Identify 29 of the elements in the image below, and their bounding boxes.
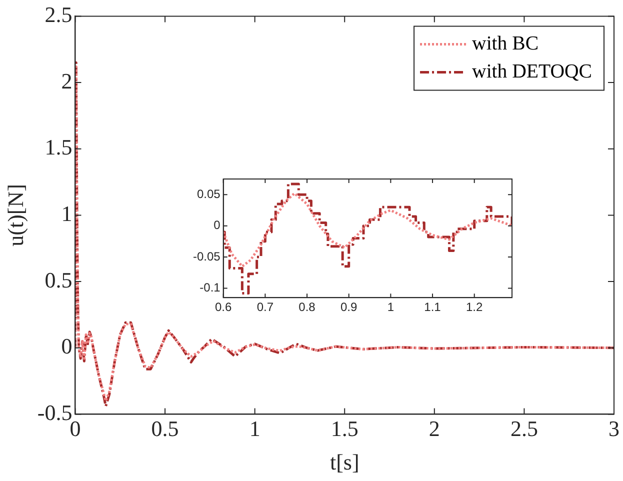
y-tick-label: -0.1 xyxy=(200,280,221,295)
y-tick-label: 0.5 xyxy=(44,267,72,292)
y-tick-label: -0.5 xyxy=(37,400,72,425)
legend-label: with DETOQC xyxy=(472,60,592,82)
y-tick-label: 0.05 xyxy=(196,186,221,201)
y-tick-label: 0 xyxy=(214,218,221,232)
x-tick-label: 2 xyxy=(428,416,440,442)
x-tick-label: 2.5 xyxy=(510,416,538,442)
x-tick-label: 3 xyxy=(608,416,620,442)
y-tick-label: 1 xyxy=(61,200,72,226)
x-tick-label: 0.6 xyxy=(215,300,232,314)
line-series xyxy=(223,192,512,268)
x-tick-label: 1 xyxy=(249,416,260,442)
x-tick-label: 1.2 xyxy=(466,300,484,314)
x-tick-label: 1.5 xyxy=(330,416,358,442)
x-tick-label: 1 xyxy=(387,300,394,314)
x-tick-label: 0.5 xyxy=(151,416,179,442)
y-tick-label: 1.5 xyxy=(44,134,72,160)
y-axis-title: u(t)[N] xyxy=(2,184,28,246)
x-tick-label: 0.8 xyxy=(298,300,316,314)
x-tick-label: 0.9 xyxy=(340,300,358,314)
y-tick-label: 0 xyxy=(61,334,72,359)
x-axis-title: t[s] xyxy=(330,450,360,475)
y-tick-label: -0.05 xyxy=(192,249,221,264)
legend-label: with BC xyxy=(472,32,539,54)
y-tick-label: 2 xyxy=(61,68,72,94)
y-tick-label: 2.5 xyxy=(44,2,72,27)
x-tick-label: 1.1 xyxy=(424,300,442,314)
x-tick-label: 0.7 xyxy=(256,300,274,314)
